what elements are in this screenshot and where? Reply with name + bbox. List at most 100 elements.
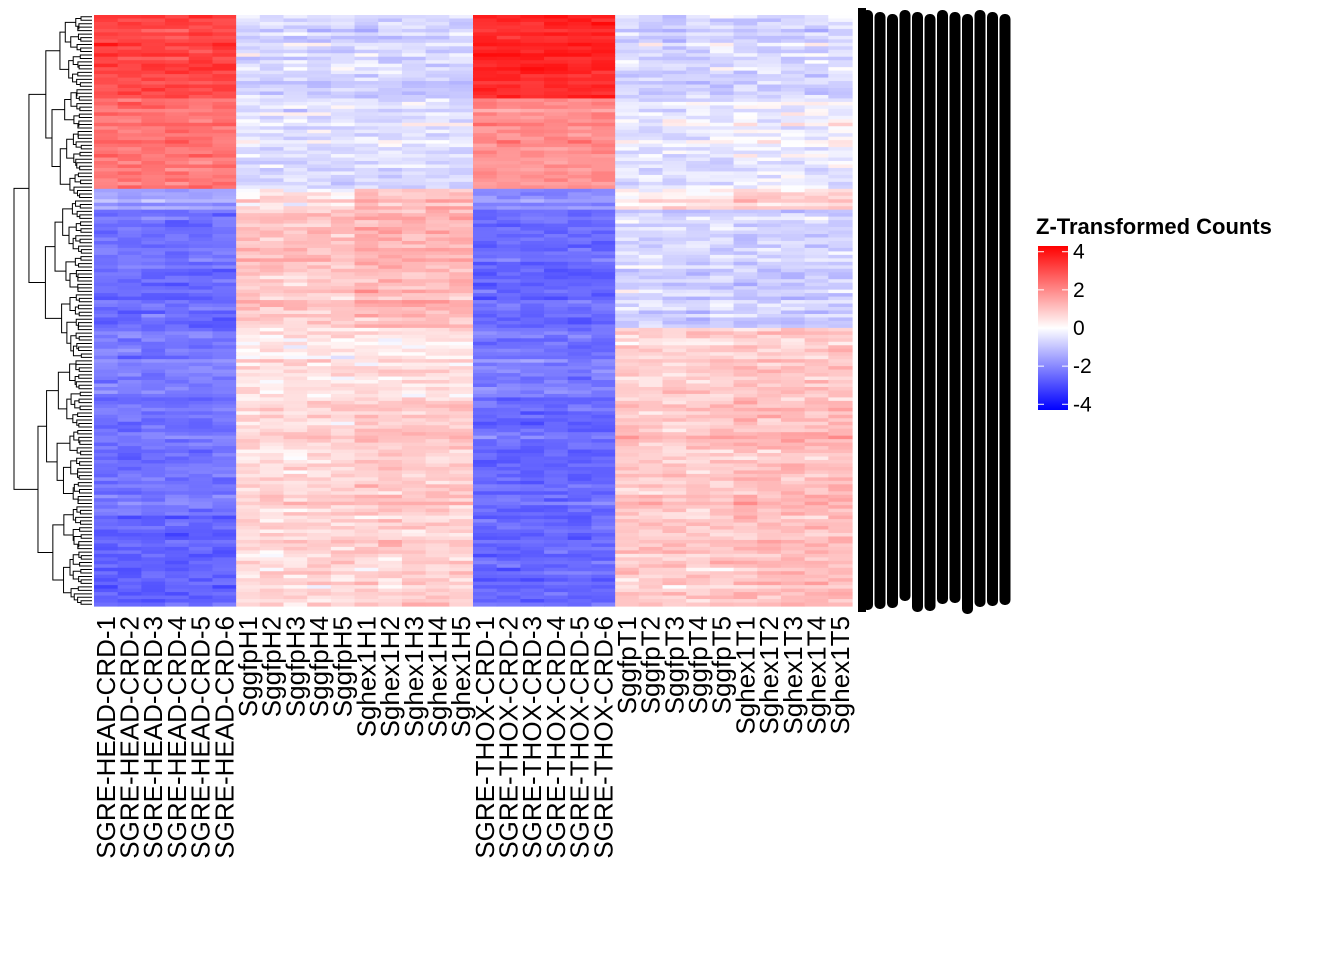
heat-cell bbox=[496, 220, 521, 225]
heat-cell bbox=[733, 122, 758, 127]
heat-cell bbox=[591, 411, 616, 416]
heat-cell bbox=[425, 313, 450, 319]
heat-cell bbox=[165, 67, 190, 72]
heat-cell bbox=[638, 522, 664, 527]
heat-cell bbox=[354, 265, 379, 270]
heat-cell bbox=[615, 501, 640, 506]
heat-cell bbox=[591, 324, 616, 329]
heat-cell bbox=[188, 317, 214, 322]
heat-cell bbox=[307, 140, 332, 145]
heat-cell bbox=[330, 28, 356, 33]
heat-cell bbox=[236, 254, 261, 259]
heat-cell bbox=[662, 480, 687, 485]
heat-cell bbox=[378, 303, 403, 308]
heat-cell bbox=[473, 331, 498, 336]
heat-cell bbox=[425, 453, 450, 458]
heat-cell bbox=[165, 206, 190, 211]
heat-cell bbox=[473, 334, 498, 339]
heat-cell bbox=[780, 136, 806, 141]
heat-cell bbox=[496, 136, 521, 141]
heat-cell bbox=[449, 348, 474, 353]
heat-cell bbox=[544, 227, 569, 232]
heat-cell bbox=[188, 477, 214, 482]
heat-cell bbox=[307, 397, 332, 402]
heat-cell bbox=[638, 466, 664, 472]
heat-cell bbox=[591, 181, 616, 186]
heat-cell bbox=[520, 355, 545, 360]
heat-cell bbox=[709, 303, 735, 308]
heat-cell bbox=[638, 421, 664, 426]
heat-cell bbox=[828, 223, 853, 228]
heat-cell bbox=[236, 355, 261, 360]
heat-cell bbox=[94, 67, 119, 72]
heat-cell bbox=[165, 213, 190, 218]
heat-cell bbox=[259, 470, 285, 475]
heat-cell bbox=[425, 272, 450, 277]
heat-cell bbox=[94, 300, 119, 305]
heat-cell bbox=[449, 202, 474, 207]
dendrogram-branch bbox=[70, 335, 77, 352]
heat-cell bbox=[686, 404, 711, 409]
heat-cell bbox=[496, 393, 521, 399]
heat-cell bbox=[520, 473, 545, 478]
heat-cell bbox=[567, 369, 593, 374]
heat-cell bbox=[662, 477, 687, 482]
heat-cell bbox=[330, 435, 356, 440]
heat-cell bbox=[496, 303, 521, 308]
heat-cell bbox=[401, 317, 427, 322]
heat-cell bbox=[401, 522, 427, 527]
heat-cell bbox=[283, 473, 308, 478]
heat-cell bbox=[94, 526, 119, 531]
heat-cell bbox=[259, 494, 285, 499]
heat-cell bbox=[757, 63, 782, 68]
heat-cell bbox=[591, 282, 616, 287]
heat-cell bbox=[709, 199, 735, 204]
heat-cell bbox=[94, 181, 119, 186]
heat-cell bbox=[496, 154, 521, 159]
heat-cell bbox=[804, 39, 829, 44]
heat-cell bbox=[615, 119, 640, 124]
heat-cell bbox=[141, 88, 166, 93]
heat-cell bbox=[757, 320, 782, 326]
heat-cell bbox=[567, 519, 593, 524]
heat-cell bbox=[94, 70, 119, 75]
heat-cell bbox=[567, 171, 593, 176]
heat-cell bbox=[473, 327, 498, 332]
heat-cell bbox=[473, 234, 498, 239]
heat-cell bbox=[283, 289, 308, 294]
heat-cell bbox=[283, 230, 308, 235]
heat-cell bbox=[425, 112, 450, 117]
heat-cell bbox=[686, 105, 711, 110]
heat-cell bbox=[733, 331, 758, 336]
heat-cell bbox=[117, 480, 142, 485]
heat-cell bbox=[804, 28, 829, 33]
heat-cell bbox=[520, 317, 545, 322]
heat-cell bbox=[283, 265, 308, 270]
heat-cell bbox=[212, 185, 237, 190]
heat-cell bbox=[283, 501, 308, 506]
heat-cell bbox=[141, 244, 166, 249]
heat-cell bbox=[165, 487, 190, 492]
heat-cell bbox=[638, 362, 664, 367]
heat-cell bbox=[307, 157, 332, 162]
heat-cell bbox=[567, 345, 593, 350]
heat-cell bbox=[259, 234, 285, 239]
heat-cell bbox=[757, 42, 782, 47]
heat-cell bbox=[804, 380, 829, 385]
heat-cell bbox=[212, 275, 237, 280]
heat-cell bbox=[94, 331, 119, 336]
heat-cell bbox=[425, 39, 450, 44]
heat-cell bbox=[401, 35, 427, 40]
heat-cell bbox=[615, 279, 640, 284]
heat-cell bbox=[662, 261, 687, 266]
heat-cell bbox=[449, 296, 474, 301]
heat-cell bbox=[425, 15, 450, 20]
heat-cell bbox=[425, 185, 450, 190]
heat-cell bbox=[780, 49, 806, 54]
heat-cell bbox=[686, 508, 711, 513]
heat-cell bbox=[141, 293, 166, 298]
heat-cell bbox=[804, 480, 829, 485]
heat-cell bbox=[520, 53, 545, 58]
heat-cell bbox=[354, 522, 379, 527]
heat-cell bbox=[780, 185, 806, 190]
